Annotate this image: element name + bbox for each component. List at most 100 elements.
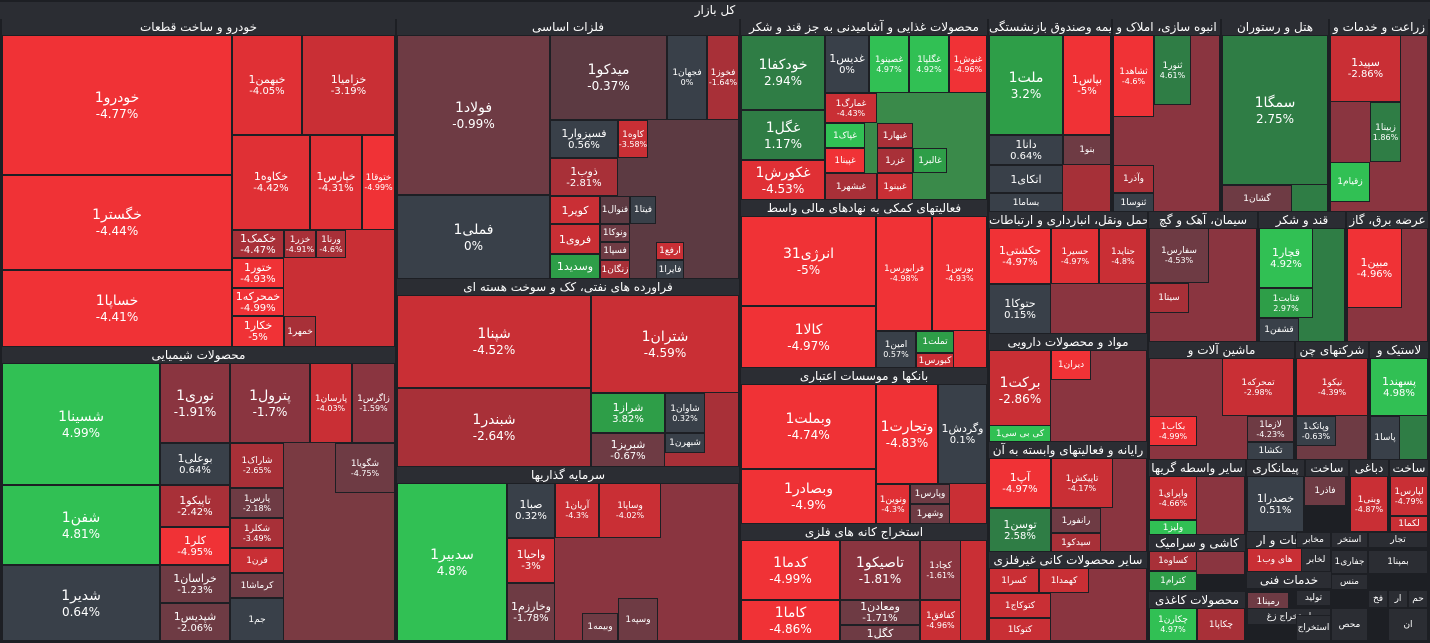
ticker-cell[interactable]: تولید	[1296, 590, 1331, 606]
ticker-cell[interactable]: ثشاهد1 -4.6%	[1113, 35, 1154, 117]
ticker-cell[interactable]: خودکفا1 2.94%	[741, 35, 825, 110]
ticker-cell[interactable]: وپارس1	[910, 484, 950, 504]
ticker-cell[interactable]: چکارن1 4.97%	[1149, 608, 1197, 641]
ticker-cell[interactable]: غبینو1	[877, 173, 913, 200]
ticker-cell[interactable]: حتوکا1 0.15%	[989, 284, 1051, 334]
ticker-cell[interactable]: غدیس1 0%	[825, 35, 869, 93]
ticker-cell[interactable]: وگردش1 0.1%	[938, 384, 987, 484]
ticker-cell[interactable]: کگل1	[840, 625, 920, 641]
ticker-cell[interactable]: خزر1 -4.91%	[284, 230, 316, 258]
ticker-cell[interactable]: اتکای1	[989, 165, 1063, 193]
ticker-cell[interactable]: بنو1	[1063, 135, 1111, 165]
ticker-cell[interactable]: پاسا1	[1370, 416, 1400, 460]
ticker-cell[interactable]: وبصادر1 -4.9%	[741, 469, 876, 524]
ticker-cell[interactable]: شدیر1 0.64%	[2, 565, 160, 641]
ticker-cell[interactable]: ختور1 -4.93%	[232, 258, 284, 288]
ticker-cell[interactable]: شپنا1 -4.52%	[397, 295, 591, 388]
ticker-cell[interactable]: وبنی1 -4.87%	[1350, 476, 1388, 532]
ticker-cell[interactable]: سدبیر1 4.8%	[397, 483, 507, 641]
ticker-cell[interactable]: غپینا1	[825, 148, 865, 173]
ticker-cell[interactable]: رانفور1	[1051, 508, 1101, 533]
ticker-cell[interactable]: لکما1	[1390, 516, 1428, 532]
ticker-cell[interactable]: حسیر1 -4.97%	[1051, 228, 1099, 284]
ticker-cell[interactable]: کاوه1 -3.58%	[618, 120, 648, 158]
ticker-cell[interactable]: کاما1 -4.86%	[741, 600, 840, 641]
ticker-cell[interactable]: غصینو1 4.97%	[869, 35, 909, 93]
ticker-cell[interactable]: فخ	[1368, 590, 1388, 608]
ticker-cell[interactable]: بوعلی1 0.64%	[160, 443, 230, 485]
ticker-cell[interactable]: غپاک1	[825, 123, 865, 148]
ticker-cell[interactable]: آپ1 -4.97%	[989, 458, 1051, 508]
ticker-cell[interactable]: خکمک1 -4.47%	[232, 230, 284, 258]
ticker-cell[interactable]: واحیا1 -3%	[507, 538, 555, 583]
ticker-cell[interactable]: ختوقا1 -4.99%	[362, 135, 395, 230]
ticker-cell[interactable]: کتوکا1	[989, 618, 1051, 641]
ticker-cell[interactable]: واپرای1 -4.66%	[1149, 476, 1197, 520]
ticker-cell[interactable]: غالبر1	[913, 148, 947, 173]
ticker-cell[interactable]: خمحرکه1 -4.99%	[232, 288, 284, 316]
ticker-cell[interactable]: فرابورس1 -4.98%	[876, 216, 932, 331]
ticker-cell[interactable]: سمگا1 2.75%	[1222, 35, 1328, 185]
ticker-cell[interactable]: شفن1 4.81%	[2, 485, 160, 565]
ticker-cell[interactable]: زاگرس1 -1.59%	[352, 363, 395, 443]
ticker-cell[interactable]: لخابر	[1301, 548, 1331, 572]
ticker-cell[interactable]: شاوان1 0.32%	[665, 393, 705, 433]
ticker-cell[interactable]: خراسان1 -1.23%	[160, 565, 230, 603]
ticker-cell[interactable]: ثنور1 4.61%	[1154, 35, 1191, 105]
ticker-cell[interactable]: غنوش1 -4.96%	[949, 35, 987, 93]
ticker-cell[interactable]: کویر1	[550, 196, 600, 224]
ticker-cell[interactable]: فاذر1	[1304, 476, 1346, 506]
ticker-cell[interactable]: منس	[1331, 574, 1368, 590]
ticker-cell[interactable]: محص	[1331, 608, 1368, 641]
ticker-cell[interactable]: بورس1 -4.93%	[932, 216, 987, 331]
ticker-cell[interactable]: سیتا1	[1149, 283, 1189, 313]
ticker-cell[interactable]: شبندر1 -2.64%	[397, 388, 591, 467]
ticker-cell[interactable]: کفافق1 -4.96%	[920, 600, 961, 641]
ticker-cell[interactable]: تاپیکو1 -2.42%	[160, 485, 230, 527]
ticker-cell[interactable]: تجار	[1368, 532, 1428, 548]
ticker-cell[interactable]: قرن1	[230, 548, 284, 573]
ticker-cell[interactable]: نوری1 -1.91%	[160, 363, 230, 443]
ticker-cell[interactable]: فسپزوار1 0.56%	[550, 120, 618, 158]
ticker-cell[interactable]: غمارگ1 -4.43%	[825, 93, 877, 123]
ticker-cell[interactable]: حتاید1 -4.8%	[1099, 228, 1147, 284]
ticker-cell[interactable]: ار	[1388, 590, 1408, 608]
ticker-cell[interactable]: کهمدا1	[1039, 568, 1089, 593]
ticker-cell[interactable]: کالا1 -4.97%	[741, 306, 876, 368]
ticker-cell[interactable]: سفارس1 -4.53%	[1149, 228, 1209, 283]
ticker-cell[interactable]: کسرا1	[989, 568, 1039, 593]
ticker-cell[interactable]: قثابت1 2.97%	[1259, 288, 1313, 318]
ticker-cell[interactable]: شگویا1 -4.75%	[335, 443, 395, 493]
ticker-cell[interactable]: ملت1 3.2%	[989, 35, 1063, 135]
ticker-cell[interactable]: تاصیکو1 -1.81%	[840, 540, 920, 600]
ticker-cell[interactable]: فایرا1	[656, 260, 684, 279]
ticker-cell[interactable]: فخوز1 -1.64%	[707, 35, 739, 120]
ticker-cell[interactable]: کرماشا1	[230, 573, 284, 598]
ticker-cell[interactable]: وسپه1	[618, 598, 658, 641]
ticker-cell[interactable]: بکاب1 -4.99%	[1149, 416, 1197, 446]
ticker-cell[interactable]: تکشا1	[1247, 442, 1294, 460]
ticker-cell[interactable]: خزامیا1 -3.19%	[302, 35, 395, 135]
ticker-cell[interactable]: فیتا1	[630, 196, 656, 224]
ticker-cell[interactable]: فملی1 0%	[397, 195, 550, 279]
ticker-cell[interactable]: آریان1 -4.3%	[555, 483, 599, 538]
ticker-cell[interactable]: خپارس1 -4.31%	[310, 135, 362, 230]
ticker-cell[interactable]: فسپا1	[600, 242, 630, 260]
ticker-cell[interactable]: زبینا1 1.86%	[1370, 102, 1401, 162]
ticker-cell[interactable]: بپاس1 -5%	[1063, 35, 1111, 135]
ticker-cell[interactable]: دیران1	[1051, 350, 1091, 380]
ticker-cell[interactable]: غبهار1	[877, 123, 913, 148]
ticker-cell[interactable]: وبیمه1	[582, 613, 618, 641]
ticker-cell[interactable]: کدما1 -4.99%	[741, 540, 840, 600]
ticker-cell[interactable]: تاپیکش1 -4.17%	[1051, 458, 1113, 508]
ticker-cell[interactable]: تمحرکه1 -2.98%	[1222, 358, 1294, 416]
ticker-cell[interactable]: وخارزم1 -1.78%	[507, 583, 555, 641]
ticker-cell[interactable]: غبشهر1	[825, 173, 877, 200]
ticker-cell[interactable]: خکار1 -5%	[232, 316, 284, 347]
ticker-cell[interactable]: ارفع1	[656, 242, 684, 260]
ticker-cell[interactable]: پارس1 -2.18%	[230, 488, 284, 518]
ticker-cell[interactable]: جم1	[230, 598, 284, 641]
ticker-cell[interactable]: ونوکا1	[600, 224, 630, 242]
ticker-cell[interactable]: شکلر1 -3.49%	[230, 518, 284, 548]
ticker-cell[interactable]: شبهرن1	[665, 433, 705, 453]
